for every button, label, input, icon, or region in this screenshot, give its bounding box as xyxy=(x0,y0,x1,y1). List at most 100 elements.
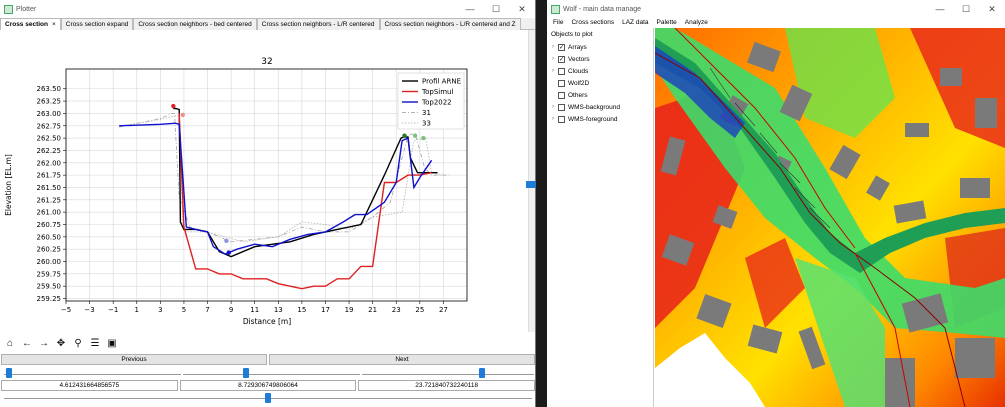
forward-arrow-icon[interactable]: → xyxy=(39,338,49,349)
tree-checkbox[interactable] xyxy=(558,115,565,123)
x-tick-label: 19 xyxy=(345,306,354,314)
plotter-titlebar[interactable]: Plotter — ☐ ✕ xyxy=(0,0,535,18)
tree-item-others[interactable]: Others xyxy=(549,89,651,101)
map-nodata-area xyxy=(655,333,765,407)
left-bank-slider[interactable] xyxy=(5,368,12,378)
menu-file[interactable]: File xyxy=(553,19,564,26)
wolf-window: Wolf - main data manage — ☐ ✕ File Cross… xyxy=(547,0,1005,407)
x-tick-label: 25 xyxy=(415,306,424,314)
tree-checkbox[interactable] xyxy=(558,103,565,111)
tab-close-icon[interactable]: × xyxy=(52,21,56,28)
slider-track xyxy=(183,374,360,375)
expand-chevron-icon[interactable]: › xyxy=(552,116,554,122)
x-tick-label: −3 xyxy=(84,306,94,314)
chart-marker xyxy=(180,112,185,118)
y-tick-label: 260.25 xyxy=(37,246,62,254)
right-bank-slider[interactable] xyxy=(478,368,485,378)
neighbor-series-31 xyxy=(119,113,450,243)
pan-icon[interactable]: ✥ xyxy=(56,338,66,349)
menu-cross-sections[interactable]: Cross sections xyxy=(571,19,615,26)
back-arrow-icon[interactable]: ← xyxy=(22,338,32,349)
tab-neighbors-lr-centered[interactable]: Cross section neighbors - L/R centered xyxy=(256,18,380,30)
tab-neighbors-lr-centered-z[interactable]: Cross section neighbors - L/R centered a… xyxy=(379,18,521,30)
expand-chevron-icon[interactable]: › xyxy=(552,104,554,110)
plotter-minimize-button[interactable]: — xyxy=(465,4,475,14)
tree-item-clouds[interactable]: › Clouds xyxy=(549,65,651,77)
tree-item-wms-background[interactable]: › WMS-background xyxy=(549,101,651,113)
home-icon[interactable]: ⌂ xyxy=(6,338,14,349)
bed-value-field[interactable]: 8.729306749806064 xyxy=(179,380,357,391)
bed-slider[interactable] xyxy=(243,368,250,378)
plot-frame xyxy=(65,68,468,302)
tree-checkbox[interactable] xyxy=(558,91,565,99)
right-bank-value-field[interactable]: 23.721840732240118 xyxy=(358,380,535,391)
y-tick-label: 262.00 xyxy=(37,159,62,167)
wolf-minimize-button[interactable]: — xyxy=(935,4,945,14)
y-axis-label: Elevation [EL.m] xyxy=(4,154,13,216)
elevation-slider-row xyxy=(0,392,535,405)
tree-checkbox[interactable] xyxy=(558,67,565,75)
chart-marker xyxy=(402,133,407,138)
value-fields: 4.612431664856575 8.729306749806064 23.7… xyxy=(0,380,535,391)
cross-section-chart[interactable]: 32 −5 −3 −1 1 3 5 7 9 11 13 15 17 19 21 23 25 27259.2525… xyxy=(0,31,526,333)
tab-cross-section[interactable]: Cross section × xyxy=(0,18,61,30)
map-view[interactable] xyxy=(655,28,1005,407)
wolf-close-button[interactable]: ✕ xyxy=(988,4,996,14)
x-tick-label: 3 xyxy=(158,306,162,314)
plotter-tabs: Cross section × Cross section expand Cro… xyxy=(0,18,535,30)
y-tick-label: 261.25 xyxy=(37,196,62,204)
tab-label: Cross section expand xyxy=(65,21,129,28)
legend-box xyxy=(397,72,465,130)
y-tick-label: 263.25 xyxy=(37,98,62,106)
series-line-top2022 xyxy=(119,122,433,255)
x-tick-label: 7 xyxy=(205,306,209,314)
plotter-maximize-button[interactable]: ☐ xyxy=(491,4,501,14)
y-tick-label: 263.00 xyxy=(37,110,62,118)
map-cross-section-line xyxy=(655,52,966,407)
wolf-titlebar[interactable]: Wolf - main data manage — ☐ ✕ xyxy=(547,0,1005,18)
chart-marker xyxy=(226,250,231,255)
y-tick-label: 260.50 xyxy=(37,233,62,241)
menu-palette[interactable]: Palette xyxy=(656,19,677,26)
chart-marker xyxy=(171,103,176,109)
x-tick-label: 13 xyxy=(274,306,283,314)
chart-title: 32 xyxy=(261,57,272,67)
tree-item-wms-foreground[interactable]: › WMS-foreground xyxy=(549,113,651,125)
chart-marker xyxy=(421,135,426,141)
splitter-handle[interactable] xyxy=(526,181,536,188)
map-vector-line xyxy=(674,28,856,249)
x-tick-label: −5 xyxy=(61,306,71,314)
y-tick-label: 260.75 xyxy=(37,221,62,229)
legend-label: TopSimul xyxy=(421,88,453,96)
tree-item-wolf2d[interactable]: Wolf2D xyxy=(549,77,651,89)
tree-item-label: Arrays xyxy=(568,43,587,51)
zoom-icon[interactable]: ⚲ xyxy=(74,338,82,349)
tree-checkbox[interactable]: ✓ xyxy=(558,43,565,51)
chart-legend: Profil ARNE TopSimul Top2022 31 33 xyxy=(397,72,465,130)
tree-item-vectors[interactable]: › ✓ Vectors xyxy=(549,53,651,65)
save-icon[interactable]: ▣ xyxy=(107,338,117,349)
position-sliders xyxy=(0,366,535,379)
previous-button[interactable]: Previous xyxy=(1,354,267,365)
configure-icon[interactable]: ☰ xyxy=(90,338,100,349)
tab-label: Cross section neighbors - L/R centered xyxy=(261,21,375,28)
tree-item-arrays[interactable]: › ✓ Arrays xyxy=(549,41,651,53)
menu-analyze[interactable]: Analyze xyxy=(684,19,708,26)
expand-chevron-icon[interactable]: › xyxy=(552,68,554,74)
tree-checkbox[interactable]: ✓ xyxy=(558,55,565,63)
tree-checkbox[interactable] xyxy=(558,79,565,87)
x-tick-label: 15 xyxy=(297,306,306,314)
y-tick-label: 261.00 xyxy=(37,209,62,217)
tree-item-label: WMS-foreground xyxy=(568,115,618,123)
tab-neighbors-bed-centered[interactable]: Cross section neighbors - bed centered xyxy=(133,18,257,30)
tab-cross-section-expand[interactable]: Cross section expand xyxy=(60,18,134,30)
next-button[interactable]: Next xyxy=(269,354,535,365)
wolf-maximize-button[interactable]: ☐ xyxy=(961,4,971,14)
menu-laz-data[interactable]: LAZ data xyxy=(622,19,649,26)
plotter-close-button[interactable]: ✕ xyxy=(518,4,526,14)
expand-chevron-icon[interactable]: › xyxy=(552,44,554,50)
expand-chevron-icon[interactable]: › xyxy=(552,56,554,62)
map-green-area xyxy=(795,258,885,407)
elevation-slider[interactable] xyxy=(265,393,271,403)
left-bank-value-field[interactable]: 4.612431664856575 xyxy=(1,380,178,391)
